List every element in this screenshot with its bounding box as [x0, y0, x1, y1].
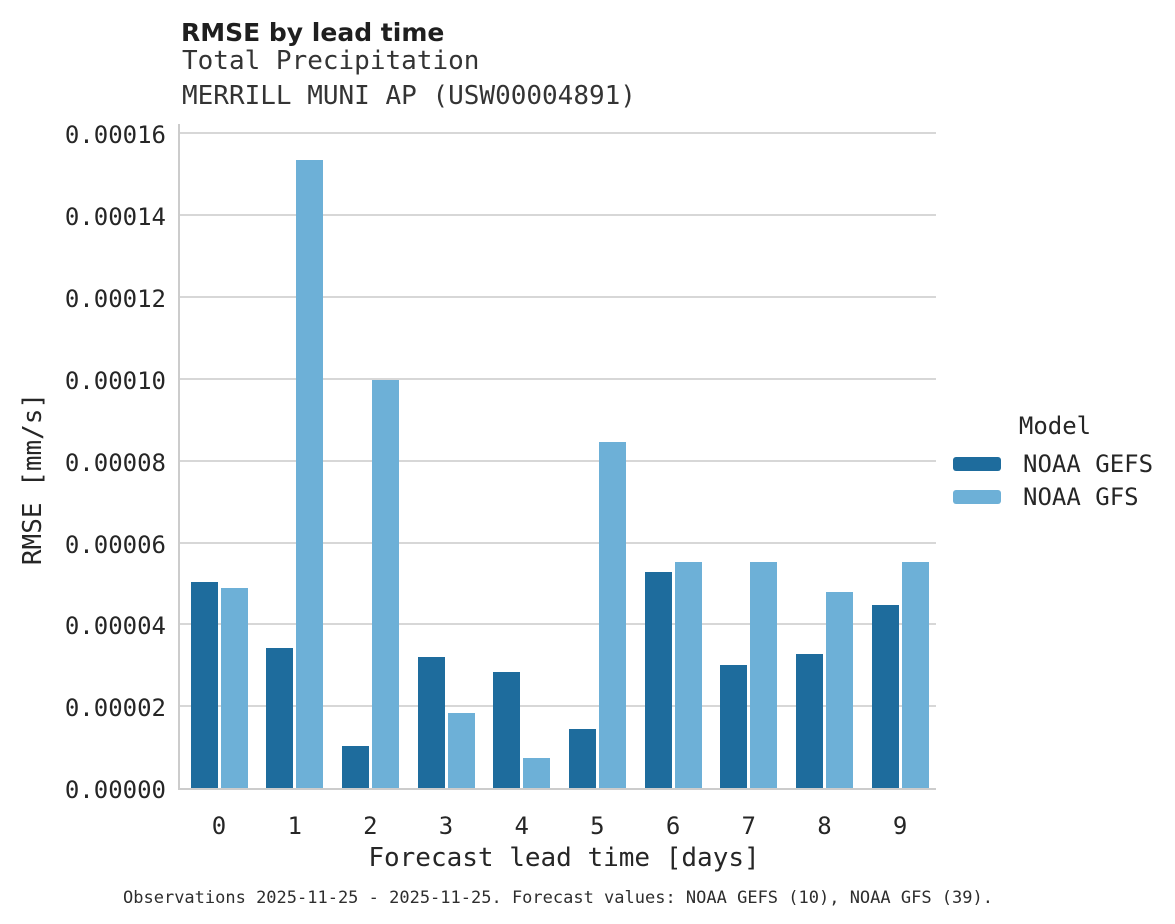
- y-tick-label: 0.00002: [64, 694, 166, 723]
- bar-noaa-gefs-day4: [493, 672, 521, 788]
- x-tick-label: 3: [438, 812, 454, 840]
- legend-entry: NOAA GFS: [951, 480, 1159, 513]
- legend-swatch-icon: [953, 456, 1001, 471]
- gridline: [180, 459, 936, 462]
- bar-noaa-gfs-day6: [674, 562, 702, 788]
- y-tick-label: 0.00014: [64, 203, 166, 232]
- y-tick-label: 0.00000: [64, 776, 166, 804]
- gridline: [180, 214, 936, 217]
- bar-noaa-gfs-day1: [296, 160, 324, 788]
- bar-noaa-gfs-day2: [371, 380, 399, 788]
- bar-noaa-gefs-day3: [417, 657, 445, 788]
- bar-noaa-gfs-day8: [825, 592, 853, 788]
- x-tick-label: 2: [363, 812, 378, 840]
- legend-entries: NOAA GEFS NOAA GFS: [951, 447, 1159, 513]
- plot-area: [178, 124, 936, 790]
- chart-title: RMSE by lead time: [181, 18, 445, 47]
- bar-noaa-gfs-day4: [523, 758, 551, 788]
- bar-noaa-gefs-day8: [795, 654, 823, 788]
- x-tick-label: 0: [211, 812, 227, 840]
- bar-noaa-gefs-day2: [341, 746, 369, 788]
- gridline: [180, 623, 936, 626]
- legend-title: Model: [1018, 412, 1092, 440]
- bar-noaa-gefs-day0: [190, 582, 218, 788]
- chart-subtitle-variable: Total Precipitation: [182, 46, 480, 76]
- legend-swatch-icon: [953, 489, 1001, 504]
- y-tick-label: 0.00010: [64, 366, 166, 395]
- x-tick-label: 8: [817, 812, 832, 840]
- gridline: [180, 132, 936, 135]
- y-tick-label: 0.00012: [64, 285, 166, 314]
- bar-noaa-gfs-day5: [598, 442, 626, 788]
- legend-entry-label: NOAA GEFS: [1023, 449, 1154, 478]
- chart-subtitle-station: MERRILL MUNI AP (USW00004891): [182, 81, 636, 111]
- legend-entry: NOAA GEFS: [951, 447, 1159, 480]
- x-axis-label: Forecast lead time [days]: [368, 843, 760, 873]
- bar-noaa-gfs-day0: [220, 588, 248, 788]
- bar-noaa-gefs-day6: [644, 572, 672, 788]
- bar-noaa-gfs-day3: [447, 713, 475, 788]
- x-tick-label: 4: [514, 812, 529, 840]
- x-tick-label: 5: [590, 812, 605, 840]
- y-tick-label: 0.00004: [64, 612, 166, 641]
- legend-entry-label: NOAA GFS: [1023, 482, 1139, 511]
- gridline: [180, 296, 936, 299]
- bar-noaa-gefs-day1: [266, 648, 294, 788]
- gridline: [180, 541, 936, 544]
- x-tick-label: 1: [287, 812, 302, 840]
- bar-noaa-gefs-day7: [720, 665, 748, 788]
- y-tick-label: 0.00006: [64, 530, 166, 559]
- footnote: Observations 2025-11-25 - 2025-11-25. Fo…: [123, 888, 993, 908]
- bar-noaa-gefs-day9: [871, 605, 899, 788]
- bar-noaa-gfs-day9: [901, 562, 929, 788]
- x-tick-label: 9: [892, 812, 908, 840]
- gridline: [180, 705, 936, 708]
- x-tick-label: 6: [665, 812, 681, 840]
- y-tick-label: 0.00016: [64, 121, 166, 150]
- y-tick-label: 0.00008: [64, 448, 166, 477]
- bar-noaa-gefs-day5: [568, 729, 596, 788]
- bar-noaa-gfs-day7: [750, 562, 778, 788]
- x-tick-label: 7: [741, 812, 756, 840]
- legend: Model NOAA GEFS NOAA GFS: [951, 414, 1159, 513]
- gridline: [180, 377, 936, 380]
